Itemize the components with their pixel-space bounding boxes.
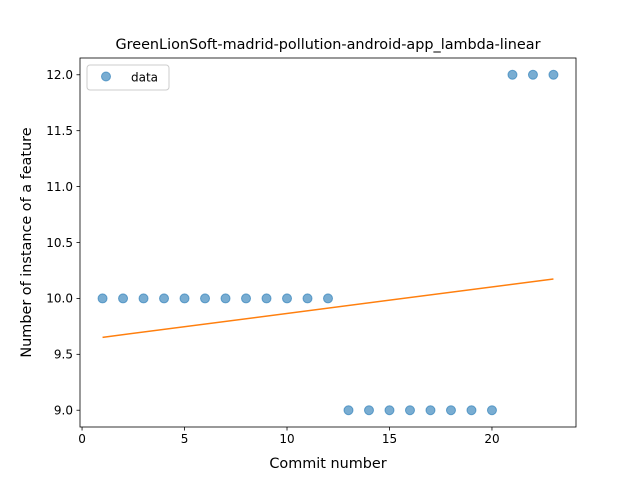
data-point [363, 405, 374, 416]
axes-frame [79, 57, 577, 428]
x-axis: 0 5 10 15 20 [78, 427, 500, 446]
data-point [241, 293, 252, 304]
y-tick-label: 10.0 [46, 292, 73, 306]
y-axis: 9.0 9.5 10.0 10.5 11.0 11.5 12.0 [46, 68, 80, 418]
plot-area [97, 69, 559, 416]
y-axis-label: Number of instance of a feature [19, 127, 35, 357]
data-point [384, 405, 395, 416]
data-point [118, 293, 129, 304]
legend-label-data: data [131, 71, 158, 85]
legend-marker-data [101, 71, 111, 82]
data-point [302, 293, 313, 304]
data-point [159, 293, 170, 304]
data-point [486, 405, 497, 416]
legend-frame [86, 64, 170, 91]
data-point [138, 293, 149, 304]
x-axis-label: Commit number [269, 456, 386, 472]
y-tick-label: 12.0 [46, 68, 73, 82]
data-point [507, 69, 518, 80]
data-point [179, 293, 190, 304]
data-point [425, 405, 436, 416]
data-point [466, 405, 477, 416]
x-tick-label: 5 [181, 432, 189, 446]
x-tick-label: 15 [382, 432, 397, 446]
data-point [343, 405, 354, 416]
y-tick-label: 11.0 [46, 180, 73, 194]
data-point [200, 293, 211, 304]
data-point [527, 69, 538, 80]
data-point [548, 69, 559, 80]
x-tick-label: 10 [279, 432, 294, 446]
data-point [97, 293, 108, 304]
legend: data [86, 64, 170, 91]
fit-line [102, 278, 554, 339]
data-point [404, 405, 415, 416]
x-tick-label: 20 [484, 432, 499, 446]
data-point [282, 293, 293, 304]
data-point [323, 293, 333, 304]
y-tick-label: 9.0 [54, 404, 73, 418]
x-tick-label: 0 [78, 432, 86, 446]
data-point [220, 293, 231, 304]
data-point [261, 293, 272, 304]
chart-title: GreenLionSoft-madrid-pollution-android-a… [115, 37, 540, 53]
y-tick-label: 11.5 [46, 124, 73, 138]
y-tick-label: 9.5 [54, 348, 73, 362]
data-point [445, 405, 456, 416]
y-tick-label: 10.5 [46, 236, 73, 250]
